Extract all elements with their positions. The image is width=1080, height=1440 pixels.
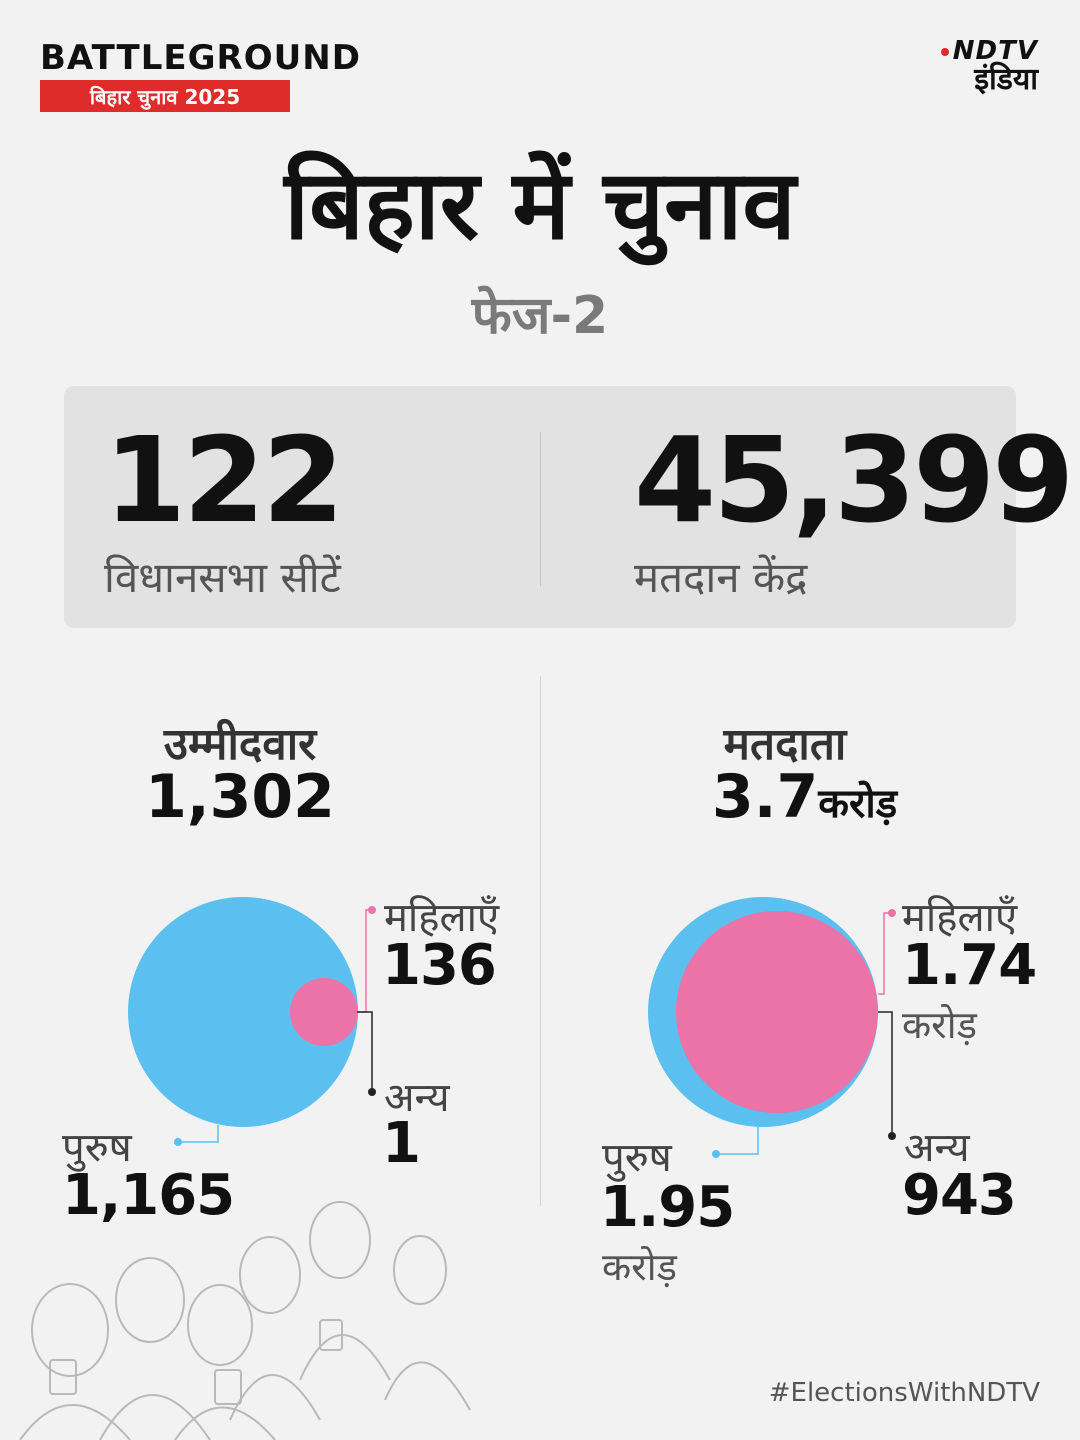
candidates-women-dot (368, 906, 376, 914)
candidates-women-circle (290, 978, 358, 1046)
voters-other-value: 943 (902, 1163, 1017, 1228)
booths-value: 45,399 (634, 411, 1074, 549)
voters-bubble-chart (648, 897, 896, 1158)
candidates-other-dot (368, 1088, 376, 1096)
voters-men-unit: करोड़ (602, 1245, 677, 1289)
candidates-other-value: 1 (382, 1111, 421, 1176)
ndtv-india-logo: NDTV इंडिया (940, 36, 1038, 97)
voters-other-dot (888, 1132, 896, 1140)
logo-line2: इंडिया (974, 62, 1038, 97)
candidates-men-dot (174, 1138, 182, 1146)
voters-total-line: 3.7करोड़ (660, 762, 1022, 832)
voters-men-dot (712, 1150, 720, 1158)
voters-women-leader (878, 912, 892, 995)
voters-total: 3.7 (712, 762, 819, 832)
candidates-men-leader (178, 1125, 219, 1143)
candidates-heading: उम्मीदवार (163, 719, 317, 770)
voters-women-circle (676, 911, 878, 1113)
column-divider (540, 676, 541, 1206)
candidates-other-label: अन्य (384, 1075, 450, 1121)
voters-women-label: महिलाएँ (902, 895, 1018, 941)
stats-divider (540, 432, 541, 586)
logo-dot-icon (940, 47, 949, 56)
voters-women-unit: करोड़ (902, 1003, 977, 1047)
candidates-men-circle (128, 897, 358, 1127)
voters-total-unit: करोड़ (818, 781, 898, 827)
voters-men-value: 1.95 (600, 1175, 735, 1240)
candidates-other-leader (357, 1011, 373, 1092)
candidates-men-label: पुरुष (62, 1125, 132, 1171)
voters-other-leader (878, 1011, 893, 1136)
voters-men-leader (716, 1127, 759, 1155)
page-title: बिहार में चुनाव (284, 149, 796, 261)
seats-label: विधानसभा सीटें (104, 553, 341, 602)
hashtag: #ElectionsWithNDTV (768, 1378, 1040, 1408)
voters-other-label: अन्य (904, 1125, 970, 1171)
candidates-women-label: महिलाएँ (384, 895, 500, 941)
battleground-logo: BATTLEGROUND (40, 38, 361, 78)
candidates-men-value: 1,165 (62, 1163, 235, 1228)
page-subtitle: फेज-2 (471, 286, 609, 346)
candidates-women-value: 136 (382, 933, 497, 998)
voters-heading: मतदाता (723, 719, 847, 770)
candidates-bubble-chart (128, 897, 376, 1146)
voters-women-dot (888, 909, 896, 917)
candidates-total: 1,302 (145, 762, 335, 832)
voters-sketch-illustration (19, 1201, 471, 1440)
seats-value: 122 (104, 411, 344, 549)
candidates-women-leader (357, 909, 372, 1013)
voters-women-value: 1.74 (902, 933, 1037, 998)
voters-men-label: पुरुष (602, 1135, 672, 1181)
booths-label: मतदान केंद्र (634, 553, 808, 602)
logo-line1: NDTV (952, 36, 1038, 66)
election-tag: बिहार चुनाव 2025 (40, 80, 290, 112)
